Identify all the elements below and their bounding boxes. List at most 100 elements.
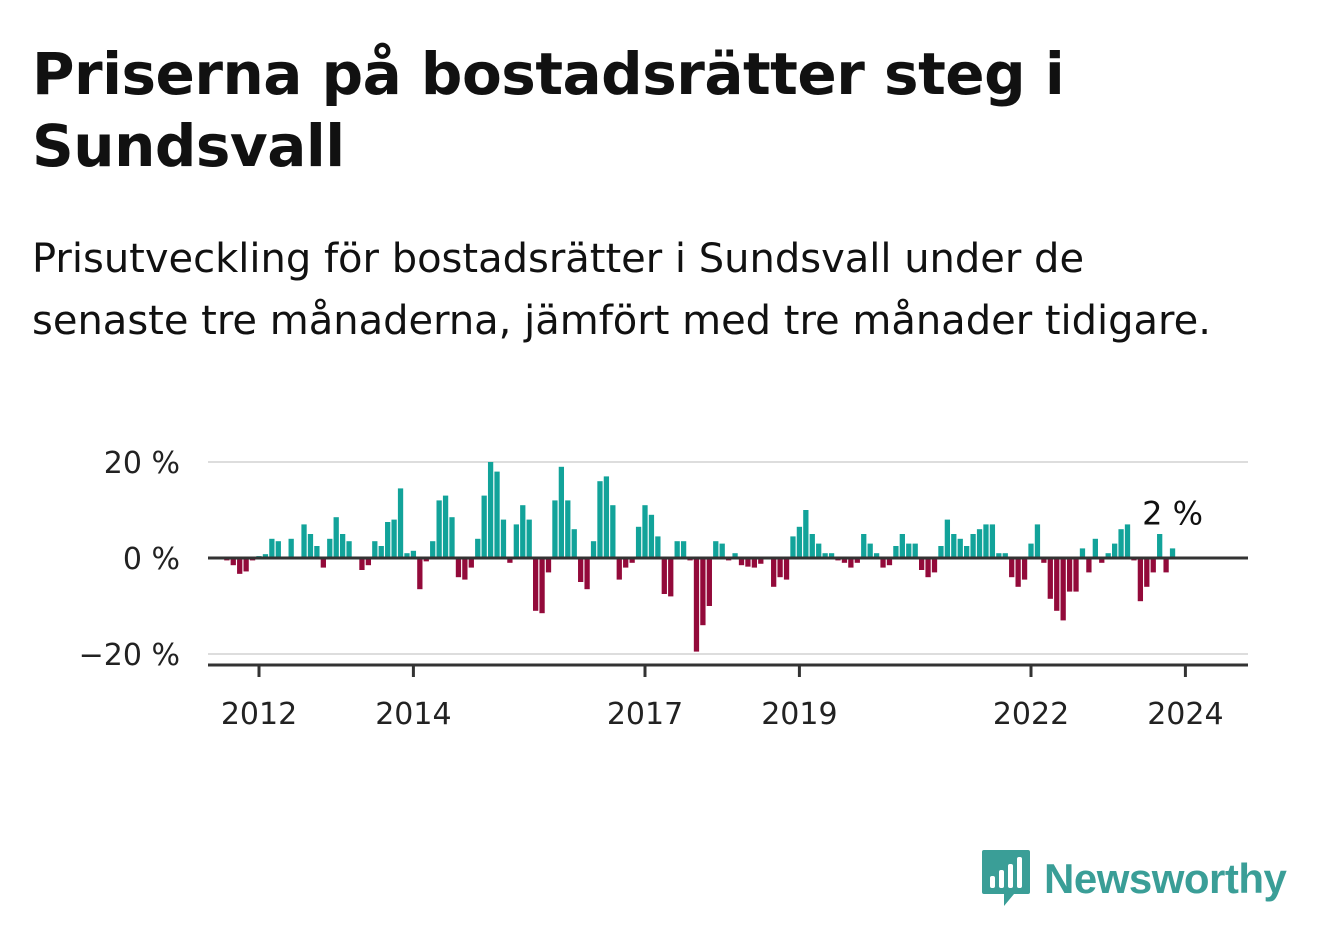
bar	[931, 558, 938, 573]
bar	[1028, 543, 1034, 558]
bar	[989, 524, 996, 558]
bar	[1092, 538, 1098, 558]
bar	[655, 536, 661, 558]
bar	[552, 500, 558, 558]
bar	[455, 558, 462, 578]
bar	[417, 558, 423, 590]
bar	[861, 534, 867, 558]
bar	[365, 558, 372, 566]
bar	[385, 522, 391, 558]
bar	[809, 534, 815, 558]
y-tick-label: −20 %	[79, 638, 180, 673]
bar	[262, 554, 269, 558]
bar	[533, 558, 539, 611]
bar	[590, 541, 597, 558]
bar	[700, 558, 706, 626]
bar	[359, 558, 365, 570]
bar	[449, 517, 455, 558]
bar	[951, 534, 957, 558]
bar	[1157, 534, 1163, 558]
bar	[976, 529, 983, 558]
bar	[719, 543, 725, 558]
bar	[410, 550, 417, 558]
bar	[301, 524, 307, 558]
bar	[372, 541, 378, 558]
x-tick-label: 2012	[221, 697, 297, 732]
bar	[436, 500, 442, 558]
bar	[1002, 553, 1008, 558]
bar	[886, 558, 893, 566]
x-tick-label: 2014	[375, 697, 451, 732]
bar	[674, 541, 680, 558]
bar	[822, 553, 828, 558]
bar	[1137, 558, 1144, 602]
bar	[500, 519, 507, 558]
bar	[957, 538, 963, 558]
bar	[397, 488, 404, 558]
bar	[803, 510, 809, 558]
bar	[938, 546, 944, 558]
bar	[642, 505, 648, 558]
bar	[391, 519, 397, 558]
grid-lines	[208, 461, 1248, 655]
axis-labels: 20 % 0 % −20 % 2012 2014 2017 2019 2022 2024 2 %	[79, 446, 1224, 732]
y-tick-label: 20 %	[104, 446, 180, 481]
bar	[565, 500, 571, 558]
bar	[327, 538, 333, 558]
bar	[307, 534, 314, 558]
bar	[629, 558, 635, 563]
bar	[494, 471, 500, 558]
bar	[635, 526, 642, 558]
bar	[738, 558, 745, 566]
bar	[648, 514, 655, 558]
bar	[539, 558, 545, 614]
bar	[1086, 558, 1092, 573]
bar	[526, 519, 532, 558]
bar	[783, 558, 790, 580]
x-tick-label: 2017	[607, 697, 683, 732]
bar	[668, 558, 674, 597]
bar	[513, 524, 519, 558]
bar	[1009, 558, 1015, 578]
bar	[333, 517, 339, 558]
bar	[1105, 553, 1111, 558]
bar	[610, 505, 616, 558]
bar	[745, 558, 751, 567]
bar	[1066, 558, 1073, 592]
bar	[423, 558, 429, 562]
bar	[777, 558, 783, 578]
bar	[481, 495, 487, 558]
bar	[237, 558, 243, 574]
bar	[468, 558, 474, 568]
bar	[751, 558, 758, 568]
bar	[661, 558, 667, 594]
x-tick-label: 2022	[993, 697, 1069, 732]
bar	[314, 546, 320, 558]
x-tick-label: 2024	[1147, 697, 1223, 732]
bar	[404, 553, 410, 558]
bar	[693, 558, 700, 652]
bar	[919, 558, 925, 570]
bar	[230, 558, 236, 566]
bar	[1015, 558, 1021, 587]
bar	[320, 558, 326, 568]
bar	[475, 538, 481, 558]
bar	[1124, 524, 1131, 558]
bar	[462, 558, 468, 580]
bar	[1079, 548, 1086, 558]
bar	[970, 534, 976, 558]
bar	[680, 541, 687, 558]
bar	[603, 476, 610, 558]
bar	[520, 505, 526, 558]
bar	[912, 543, 918, 558]
bar	[275, 541, 281, 558]
bar	[578, 558, 584, 582]
chart-subtitle: Prisutveckling för bostadsrätter i Sunds…	[32, 236, 1211, 344]
bar	[1041, 558, 1047, 563]
bar	[893, 546, 899, 558]
bar	[732, 553, 738, 558]
bar	[1034, 524, 1041, 558]
bars	[224, 462, 1176, 652]
bar-chart-badge-icon	[982, 850, 1030, 906]
